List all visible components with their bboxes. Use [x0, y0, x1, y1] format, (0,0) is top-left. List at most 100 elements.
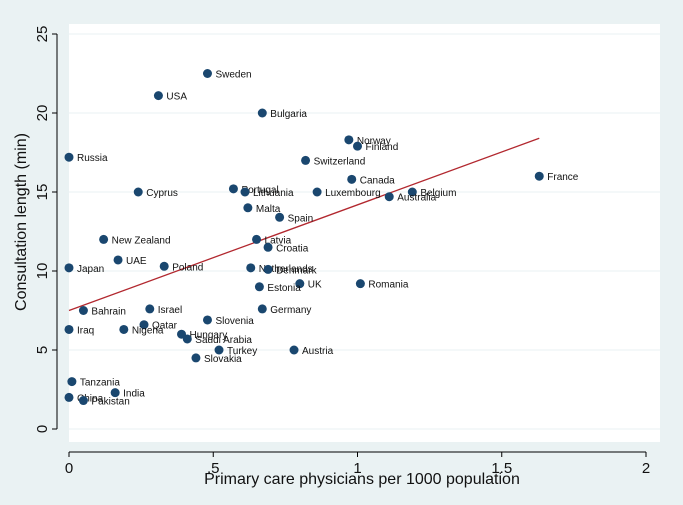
data-point-label: Iraq — [77, 325, 94, 336]
data-point-label: Russia — [77, 153, 108, 164]
data-point-label: Estonia — [267, 283, 301, 294]
data-point — [228, 184, 238, 194]
data-point — [263, 242, 273, 252]
x-tick-label: 0 — [65, 460, 73, 477]
y-tick-label: 15 — [34, 184, 51, 201]
data-point-label: UK — [308, 280, 322, 291]
data-point-label: Japan — [77, 264, 104, 275]
data-point-label: Switzerland — [314, 156, 366, 167]
data-point-label: Hungary — [190, 330, 228, 341]
y-tick-label: 5 — [34, 346, 51, 354]
data-point-label: Malta — [256, 204, 281, 215]
data-point-label: Netherlands — [259, 264, 313, 275]
y-tick-label: 20 — [34, 105, 51, 122]
plot-area — [69, 24, 660, 442]
data-point — [407, 187, 417, 197]
data-point-label: Finland — [366, 142, 399, 153]
x-tick-label: 2 — [642, 460, 650, 477]
x-axis-ticks: 0 .5 1 1.5 2 — [65, 452, 650, 477]
data-point-label: France — [547, 172, 579, 183]
data-point-label: Saudi Arabia — [195, 335, 252, 346]
data-point-label: Denmark — [276, 265, 318, 276]
data-point-label: Lithuania — [253, 188, 294, 199]
x-tick-label: .5 — [207, 460, 220, 477]
data-point — [312, 187, 322, 197]
data-point — [263, 264, 273, 274]
data-point — [133, 187, 143, 197]
data-point-label: Cyprus — [146, 188, 178, 199]
data-point — [243, 203, 253, 213]
y-axis-ticks: 0 5 10 15 20 25 — [34, 26, 57, 433]
data-point — [246, 263, 256, 273]
data-point — [240, 187, 250, 197]
fit-line — [68, 137, 540, 312]
data-point — [252, 234, 262, 244]
data-point-label: Croatia — [276, 243, 309, 254]
x-tick-label: 1.5 — [491, 460, 512, 477]
data-point — [254, 282, 264, 292]
data-point-label: Germany — [270, 305, 311, 316]
data-point — [182, 334, 192, 344]
data-point — [384, 192, 394, 202]
data-point — [344, 135, 354, 145]
fit-line-group — [68, 137, 540, 312]
data-point-label: Sweden — [215, 70, 251, 81]
data-point-label: Luxembourg — [325, 188, 381, 199]
data-point — [214, 345, 224, 355]
data-point — [64, 152, 74, 162]
data-point — [257, 304, 267, 314]
data-point-label: Romania — [368, 280, 408, 291]
data-point — [78, 396, 88, 406]
data-points: Sweden USA Bulgaria Russia NorwayFinlandSwit… — [64, 69, 579, 408]
y-tick-label: 0 — [34, 425, 51, 433]
data-point — [119, 324, 129, 334]
data-point — [99, 234, 109, 244]
gridlines — [69, 33, 660, 430]
data-point-label: Austria — [302, 346, 334, 357]
data-point-label: Qatar — [152, 321, 178, 332]
data-point — [289, 345, 299, 355]
data-point-label: Pakistan — [91, 397, 129, 408]
data-point — [67, 377, 77, 387]
data-point-label: Spain — [288, 213, 314, 224]
data-point-label: India — [123, 389, 145, 400]
x-tick-label: 1 — [353, 460, 361, 477]
data-point-label: Slovakia — [204, 354, 242, 365]
data-point-label: Norway — [357, 136, 391, 147]
y-axis-title: Consultation length (min) — [13, 133, 30, 311]
x-axis-title: Primary care physicians per 1000 populat… — [204, 471, 520, 488]
data-point-label: Nigeria — [132, 325, 164, 336]
data-point — [64, 324, 74, 334]
data-point — [534, 171, 544, 181]
data-point — [301, 155, 311, 165]
data-point-label: Portugal — [241, 185, 278, 196]
data-point-label: Belgium — [420, 188, 456, 199]
data-point-label: Latvia — [265, 235, 292, 246]
data-point — [113, 255, 123, 265]
data-point-label: Turkey — [227, 346, 257, 357]
data-point-label: Bulgaria — [270, 109, 307, 120]
data-point — [202, 69, 212, 78]
y-tick-label: 10 — [34, 263, 51, 280]
data-point-label: UAE — [126, 256, 147, 267]
data-point-label: Australia — [397, 193, 436, 204]
data-point — [202, 315, 212, 325]
data-point — [78, 306, 88, 315]
data-point — [353, 141, 362, 151]
data-point — [145, 304, 155, 314]
data-point-label: China — [77, 393, 104, 404]
data-point-label: Israel — [158, 305, 182, 316]
data-point-label: New Zealand — [112, 235, 171, 246]
data-point — [139, 320, 149, 330]
data-point-label: Slovenia — [215, 316, 254, 327]
data-point — [347, 174, 357, 184]
data-point — [64, 263, 74, 273]
y-tick-label: 25 — [34, 26, 51, 43]
data-point — [355, 279, 365, 289]
data-point-label: Canada — [360, 175, 395, 186]
data-point — [110, 388, 120, 398]
data-point-label: Bahrain — [91, 307, 125, 318]
data-point — [191, 353, 201, 363]
